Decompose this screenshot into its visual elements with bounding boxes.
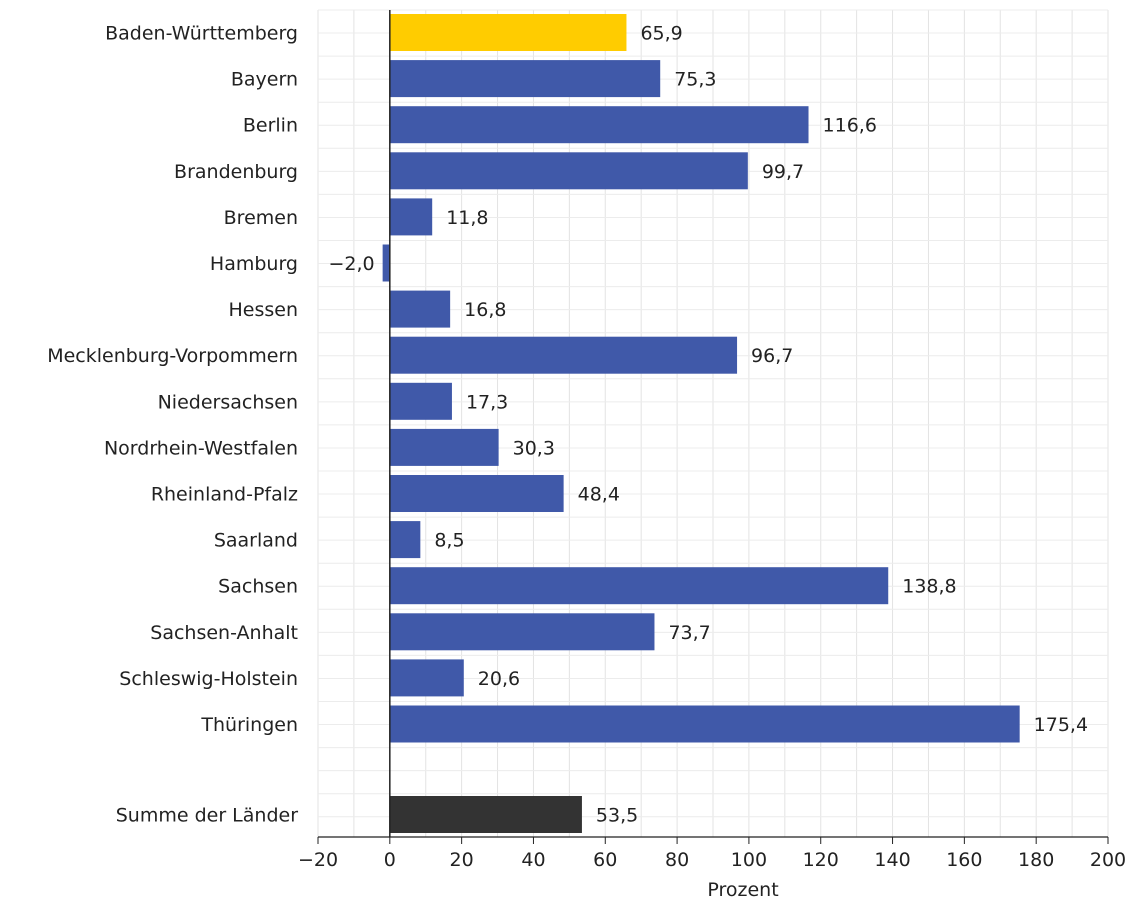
category-label: Baden-Württemberg xyxy=(105,23,298,45)
category-label: Summe der Länder xyxy=(116,805,298,827)
x-tick-label: −20 xyxy=(298,849,338,871)
category-label: Niedersachsen xyxy=(158,391,298,413)
bar-6 xyxy=(389,290,451,328)
x-tick-label: 180 xyxy=(1018,849,1054,871)
bar-13 xyxy=(389,613,655,651)
category-label: Bayern xyxy=(231,69,298,91)
value-label: 17,3 xyxy=(466,391,508,413)
chart-bars xyxy=(382,14,1020,833)
chart-grid xyxy=(317,9,1109,837)
x-tick-label: 0 xyxy=(384,849,396,871)
bar-15 xyxy=(389,705,1020,743)
category-label: Berlin xyxy=(243,115,298,137)
bar-14 xyxy=(389,659,464,697)
value-label: 99,7 xyxy=(762,161,804,183)
value-label: −2,0 xyxy=(328,253,374,275)
value-label: 96,7 xyxy=(751,345,793,367)
bar-1 xyxy=(389,60,661,98)
value-label: 116,6 xyxy=(823,115,877,137)
value-label: 65,9 xyxy=(640,23,682,45)
category-label: Mecklenburg-Vorpommern xyxy=(47,345,298,367)
bar-16 xyxy=(389,796,582,833)
bar-5 xyxy=(382,244,390,282)
x-tick-label: 40 xyxy=(521,849,545,871)
value-label: 75,3 xyxy=(674,69,716,91)
bar-10 xyxy=(389,475,564,512)
x-tick-label: 120 xyxy=(803,849,839,871)
bar-8 xyxy=(389,382,452,420)
bar-7 xyxy=(389,336,738,374)
x-tick-label: 140 xyxy=(874,849,910,871)
category-label: Sachsen xyxy=(218,576,298,598)
category-label: Hessen xyxy=(228,299,298,321)
category-label: Schleswig-Holstein xyxy=(119,668,298,690)
bar-4 xyxy=(389,198,433,236)
x-axis-title: Prozent xyxy=(707,879,778,901)
x-tick-label: 20 xyxy=(450,849,474,871)
category-label: Nordrhein-Westfalen xyxy=(104,437,298,459)
value-label: 138,8 xyxy=(902,576,956,598)
value-labels: 65,9 75,3 116,6 99,7 11,8 −2,0 16,8 96,7 17,3 30,… xyxy=(328,23,1088,827)
category-label: Bremen xyxy=(224,207,298,229)
x-axis: −20 0 20 40 60 80 100 120 140 160 180 200 xyxy=(298,836,1126,871)
category-label: Saarland xyxy=(214,530,298,552)
category-label: Thüringen xyxy=(200,714,298,736)
category-labels: Baden-Württemberg Bayern Berlin Brandenburg… xyxy=(47,23,298,827)
bar-11 xyxy=(389,521,421,559)
value-label: 30,3 xyxy=(513,437,555,459)
bar-2 xyxy=(389,106,809,144)
category-label: Hamburg xyxy=(210,253,298,275)
category-label: Sachsen-Anhalt xyxy=(150,622,298,644)
x-tick-label: 200 xyxy=(1090,849,1126,871)
category-label: Rheinland-Pfalz xyxy=(151,484,298,506)
bar-9 xyxy=(389,428,499,466)
value-label: 53,5 xyxy=(596,805,638,827)
value-label: 175,4 xyxy=(1034,714,1088,736)
value-label: 8,5 xyxy=(434,530,464,552)
bar-3 xyxy=(389,152,748,190)
category-label: Brandenburg xyxy=(174,161,298,183)
value-label: 73,7 xyxy=(668,622,710,644)
x-tick-label: 80 xyxy=(665,849,689,871)
x-tick-label: 160 xyxy=(946,849,982,871)
x-tick-label: 100 xyxy=(731,849,767,871)
x-tick-label: 60 xyxy=(593,849,617,871)
bar-0 xyxy=(389,14,627,51)
bar-12 xyxy=(389,567,889,605)
value-label: 20,6 xyxy=(478,668,520,690)
value-label: 48,4 xyxy=(578,484,620,506)
value-label: 11,8 xyxy=(446,207,488,229)
value-label: 16,8 xyxy=(464,299,506,321)
